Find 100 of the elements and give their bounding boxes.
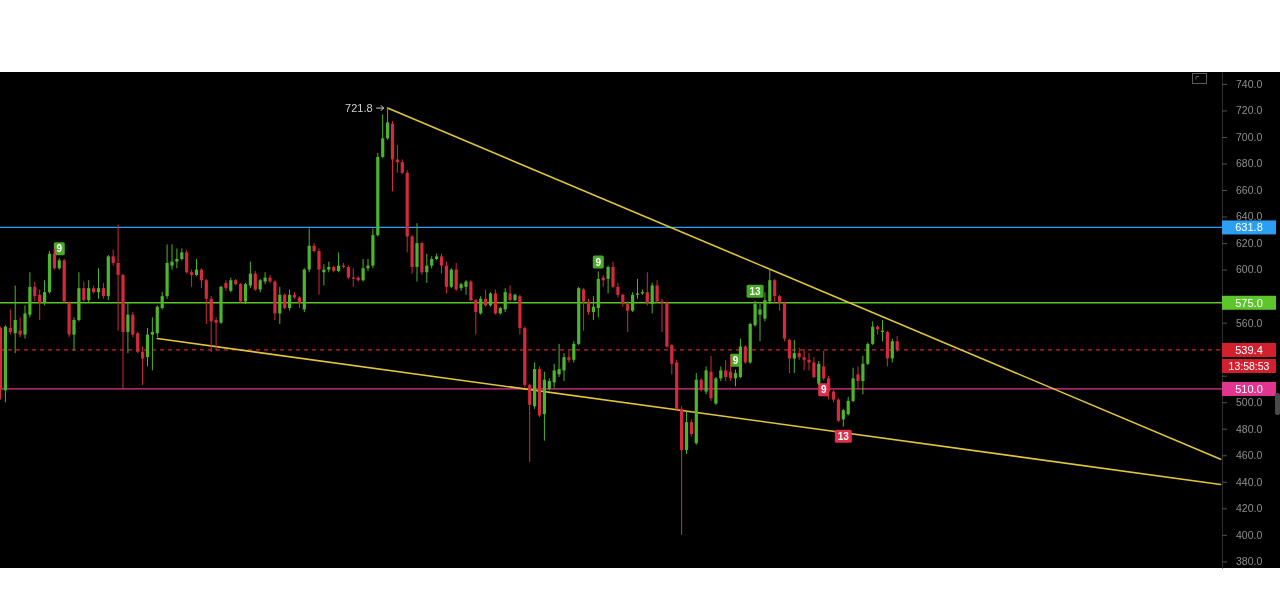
annotation: 9	[595, 256, 602, 268]
candlestick	[890, 338, 894, 363]
candlestick	[464, 279, 468, 296]
y-tick-label: 560.0	[1236, 316, 1263, 329]
candlestick	[322, 263, 326, 287]
candlestick	[611, 261, 615, 289]
candlestick	[381, 113, 385, 159]
candlestick	[474, 298, 478, 336]
y-tick-label: 400.0	[1236, 528, 1263, 541]
candlestick	[243, 282, 248, 305]
candlestick	[822, 350, 826, 381]
candlestick	[861, 355, 865, 395]
candlestick	[562, 352, 566, 382]
candlestick	[317, 247, 321, 296]
candlestick	[150, 316, 154, 371]
candlestick	[43, 279, 47, 306]
candlestick	[631, 291, 635, 313]
candlestick	[307, 227, 311, 273]
candlestick	[87, 279, 91, 304]
candlestick	[846, 396, 850, 416]
candlestick	[773, 278, 777, 304]
candlestick	[503, 287, 507, 313]
y-tick-label: 640.0	[1236, 210, 1263, 223]
candlestick	[508, 285, 512, 302]
y-tick-label: 500.0	[1236, 396, 1263, 409]
text: 13:58:53	[1228, 359, 1270, 372]
candlestick	[606, 265, 610, 294]
candlestick	[582, 287, 586, 332]
candlestick	[224, 279, 228, 292]
y-tick-label: 720.0	[1236, 104, 1263, 117]
y-tick-label: 700.0	[1236, 130, 1263, 143]
candlestick	[856, 365, 860, 390]
candlestick	[807, 352, 811, 371]
candlestick	[866, 342, 870, 366]
candlestick	[528, 383, 532, 463]
candlestick	[239, 282, 243, 304]
candlestick	[415, 222, 419, 283]
candlestick	[572, 340, 576, 363]
candlestick	[386, 107, 390, 141]
candlestick	[836, 397, 840, 423]
ref-line-label: 631.8	[1235, 221, 1263, 234]
annotation: 9	[820, 384, 827, 396]
y-tick-label: 740.0	[1236, 77, 1263, 90]
candlestick	[439, 253, 444, 275]
candlestick	[469, 279, 473, 302]
y-tick-label: 420.0	[1236, 502, 1263, 515]
candlestick	[635, 278, 640, 300]
candlestick	[33, 281, 37, 302]
candlestick	[366, 258, 370, 272]
candlestick	[204, 278, 208, 325]
candlestick	[724, 359, 728, 382]
ref-line-label: 510.0	[1235, 382, 1263, 395]
candlestick	[13, 285, 17, 354]
candlestick	[268, 274, 272, 284]
candlestick	[116, 224, 120, 332]
candlestick	[626, 300, 630, 333]
candlestick	[645, 271, 649, 306]
candlestick	[361, 258, 365, 283]
candlestick	[145, 327, 150, 367]
candlestick	[660, 298, 664, 333]
y-tick-label: 380.0	[1236, 555, 1263, 568]
candlestick	[175, 247, 179, 269]
annotation: 13	[837, 430, 850, 442]
candlestick	[18, 316, 22, 338]
candlestick	[493, 289, 497, 316]
candlestick	[248, 261, 252, 289]
candlestick	[278, 286, 282, 325]
text: 721.8	[345, 102, 373, 115]
candlestick	[851, 367, 855, 403]
candlestick	[444, 261, 448, 294]
annotation: 13	[749, 285, 762, 297]
annotation: 9	[56, 243, 63, 255]
ref-line-label: 539.4	[1235, 343, 1263, 356]
candlestick	[82, 281, 86, 302]
candlestick	[263, 271, 267, 285]
annotation: 9	[732, 354, 739, 366]
y-tick-label: 600.0	[1236, 263, 1263, 276]
candlestick	[871, 320, 875, 346]
y-tick-label: 620.0	[1236, 236, 1263, 249]
candlestick	[650, 282, 654, 314]
candlestick	[552, 363, 556, 389]
ref-line-label: 575.0	[1235, 296, 1263, 309]
candlestick	[131, 311, 135, 338]
candlestick	[126, 302, 130, 354]
candlestick	[185, 249, 189, 275]
candlestick	[72, 316, 76, 351]
candlestick	[817, 360, 821, 386]
y-tick-label: 660.0	[1236, 183, 1263, 196]
candlestick	[827, 375, 831, 401]
candlestick	[8, 308, 12, 336]
y-tick-label: 440.0	[1236, 475, 1263, 488]
y-tick-label: 460.0	[1236, 449, 1263, 462]
candlestick	[812, 356, 816, 379]
candlestick	[96, 267, 101, 300]
candlestick	[38, 289, 42, 321]
y-tick-label: 480.0	[1236, 422, 1263, 435]
candlestick	[288, 289, 292, 312]
candlestick	[449, 267, 453, 289]
candlestick	[704, 365, 708, 395]
y-tick-label: 680.0	[1236, 157, 1263, 170]
